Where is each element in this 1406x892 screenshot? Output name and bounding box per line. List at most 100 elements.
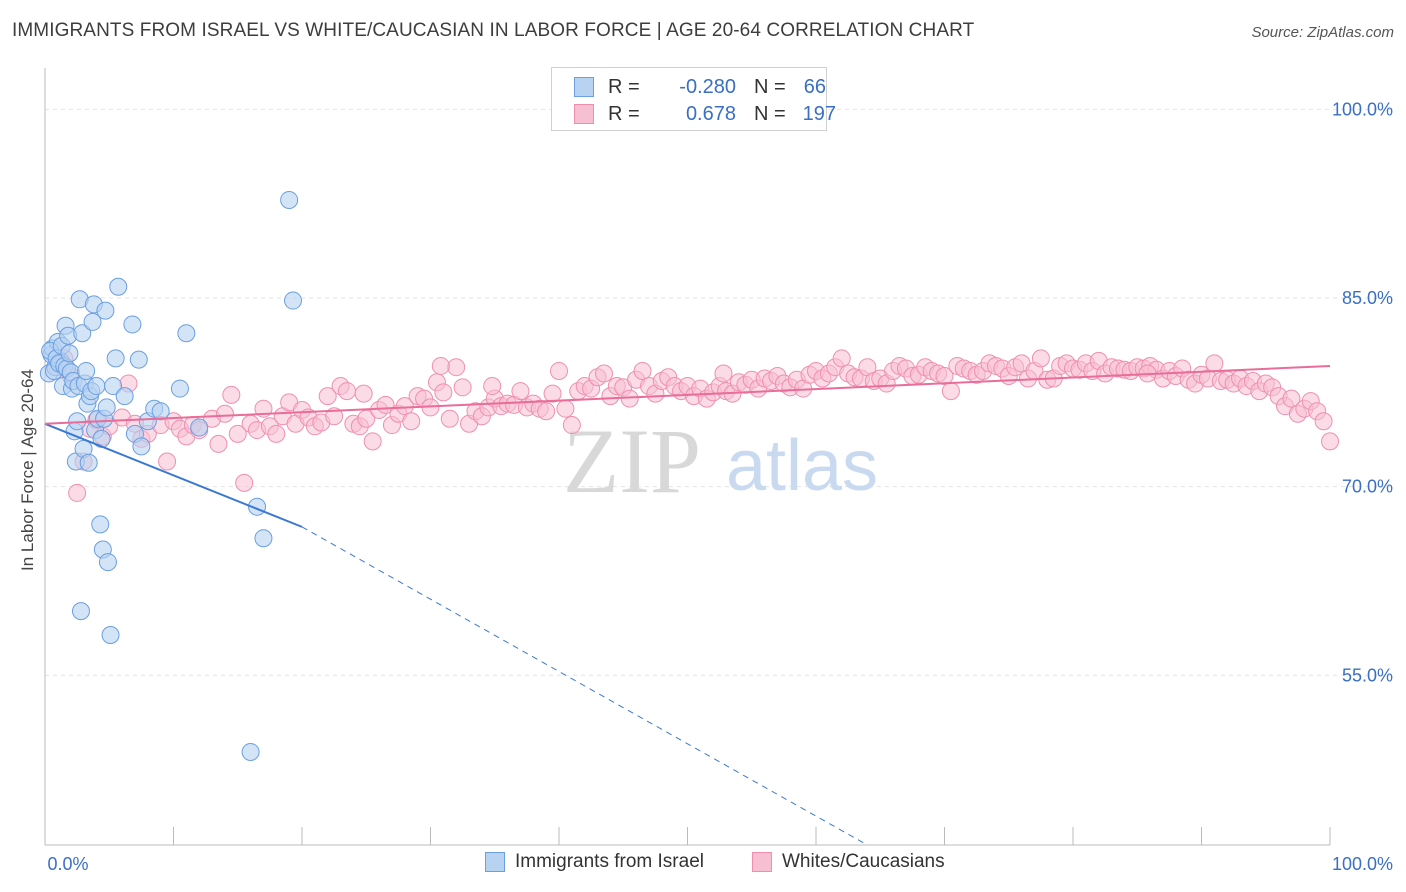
watermark: ZIP atlas — [563, 410, 878, 512]
legend-swatch-whites — [752, 852, 772, 872]
legend-row-whites: R = 0.678 N = 197 — [574, 100, 836, 128]
point-whites — [209, 434, 228, 453]
y-tick-label: 55.0% — [1342, 665, 1393, 685]
point-israel — [77, 361, 96, 380]
point-israel — [83, 312, 102, 331]
point-israel — [87, 377, 106, 396]
point-whites — [222, 385, 241, 404]
point-israel — [101, 626, 120, 645]
point-whites — [447, 358, 466, 377]
source-label: Source: ZipAtlas.com — [1251, 24, 1394, 41]
y-tick-label: 100.0% — [1332, 99, 1393, 119]
legend-label-whites: Whites/Caucasians — [782, 851, 945, 872]
point-israel — [254, 529, 273, 548]
point-israel — [123, 315, 142, 334]
point-israel — [98, 553, 117, 572]
axes — [44, 68, 1331, 846]
legend-swatch-israel — [485, 852, 505, 872]
point-whites — [363, 432, 382, 451]
point-whites — [1321, 432, 1339, 451]
watermark-zip: ZIP — [563, 410, 701, 512]
legend-n-label: N = — [754, 102, 786, 125]
point-whites — [511, 382, 530, 401]
point-israel — [177, 324, 196, 343]
point-whites — [562, 416, 581, 435]
trend-line-israel — [44, 422, 303, 528]
point-israel — [91, 515, 110, 534]
y-tick-label: 70.0% — [1342, 477, 1393, 497]
x-tick-label: 0.0% — [47, 854, 88, 874]
legend-r-label: R = — [608, 75, 640, 98]
point-israel — [170, 379, 189, 398]
point-whites — [215, 404, 234, 423]
x-tick-label: 100.0% — [1332, 854, 1393, 874]
point-israel — [96, 301, 115, 320]
point-israel — [115, 387, 134, 406]
point-whites — [68, 483, 87, 502]
point-israel — [284, 291, 303, 310]
point-whites — [832, 349, 851, 368]
point-whites — [483, 377, 502, 396]
point-whites — [431, 356, 450, 375]
stats-legend: R = -0.280 N = 66 R = 0.678 N = 197 — [551, 67, 836, 131]
legend-item-whites[interactable]: Whites/Caucasians — [752, 851, 945, 873]
legend-row-israel: R = -0.280 N = 66 — [574, 73, 826, 101]
point-whites — [633, 361, 652, 380]
point-israel — [60, 344, 79, 363]
tick-labels: 100.0% 85.0% 70.0% 55.0% 0.0% 100.0% — [47, 99, 1393, 874]
point-whites — [594, 364, 613, 383]
legend-swatch-israel — [574, 77, 594, 97]
trend-line-whites — [44, 364, 1331, 425]
legend-n-value: 66 — [803, 75, 826, 98]
series-legend: Immigrants from Israel Whites/Caucasians — [0, 851, 1406, 879]
legend-r-value: 0.678 — [685, 102, 736, 125]
trend-lines — [44, 364, 1331, 846]
point-whites — [440, 409, 459, 428]
point-israel — [79, 453, 98, 472]
point-whites — [1282, 389, 1301, 408]
point-israel — [97, 398, 116, 417]
legend-r-value: -0.280 — [679, 75, 736, 98]
point-whites — [550, 361, 568, 380]
point-whites — [325, 407, 344, 426]
legend-item-israel[interactable]: Immigrants from Israel — [485, 851, 704, 873]
point-whites — [1314, 412, 1333, 431]
point-whites — [337, 382, 356, 401]
legend-swatch-whites — [574, 104, 594, 124]
point-whites — [354, 384, 373, 403]
point-israel — [109, 277, 128, 296]
point-whites — [556, 399, 575, 418]
point-whites — [453, 378, 472, 397]
series-israel-points — [39, 190, 303, 761]
point-israel — [104, 377, 123, 396]
point-whites — [402, 412, 421, 431]
point-whites — [158, 452, 177, 471]
watermark-atlas: atlas — [726, 426, 878, 506]
point-whites — [228, 424, 247, 443]
point-whites — [1205, 354, 1224, 373]
point-whites — [1031, 349, 1050, 368]
point-whites — [395, 397, 414, 416]
point-whites — [714, 364, 733, 383]
point-israel — [73, 324, 92, 343]
point-israel — [241, 742, 260, 761]
point-israel — [106, 349, 125, 368]
point-whites — [267, 424, 286, 443]
chart-title: IMMIGRANTS FROM ISRAEL VS WHITE/CAUCASIA… — [12, 20, 975, 41]
point-israel — [71, 602, 90, 621]
y-tick-label: 85.0% — [1342, 288, 1393, 308]
point-whites — [434, 383, 453, 402]
legend-n-value: 197 — [802, 102, 836, 125]
point-israel — [132, 437, 151, 456]
point-israel — [190, 418, 209, 437]
point-whites — [537, 402, 556, 421]
point-israel — [151, 402, 170, 421]
trend-line-israel-extrapolated — [301, 526, 868, 846]
point-israel — [280, 190, 299, 209]
legend-n-label: N = — [754, 75, 786, 98]
point-whites — [235, 473, 254, 492]
point-whites — [941, 382, 960, 401]
legend-label-israel: Immigrants from Israel — [515, 851, 704, 872]
point-israel — [129, 350, 148, 369]
